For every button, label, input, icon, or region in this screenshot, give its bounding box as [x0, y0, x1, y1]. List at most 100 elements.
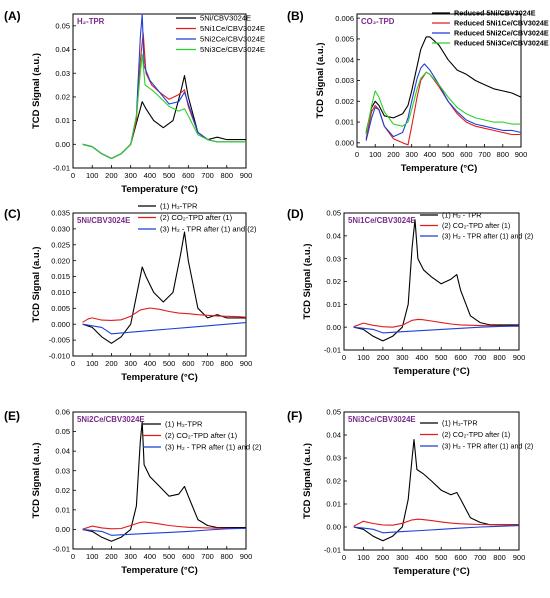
x-tick-label: 300 — [405, 150, 418, 159]
chart-panel: (D) 0 100 200 300 400 500 600 700 800 900 -0.01 0.00… — [287, 207, 533, 377]
series-line — [82, 421, 246, 542]
x-tick-label: 700 — [201, 552, 214, 561]
series-line — [82, 307, 247, 323]
x-tick-label: 200 — [377, 553, 390, 562]
chart-panel: (F) 0 100 200 300 400 500 600 700 800 900 -0.01 0.00… — [287, 408, 533, 577]
x-tick-label: 500 — [435, 353, 448, 362]
x-tick-label: 500 — [163, 171, 176, 180]
series-line — [365, 71, 521, 146]
series-line — [353, 325, 520, 334]
legend-label: (1) H₂-TPR — [442, 419, 478, 428]
x-tick-label: 0 — [342, 353, 346, 362]
series-line — [353, 525, 520, 534]
legend-label: 5Ni3Ce/CBV3024E — [200, 45, 265, 54]
y-axis-title: TCD Signal (a.u.) — [31, 247, 42, 323]
x-tick-label: 300 — [396, 553, 409, 562]
x-tick-label: 400 — [424, 150, 437, 159]
legend-label: 5Ni2Ce/CBV3024E — [200, 35, 265, 44]
legend-label: (2) CO₂-TPD after (1) — [160, 213, 233, 222]
x-tick-label: 200 — [105, 171, 118, 180]
y-tick-label: 0.001 — [335, 118, 354, 127]
plot-frame — [72, 13, 247, 169]
y-tick-label: 0.05 — [55, 21, 70, 30]
series-line — [82, 53, 246, 160]
y-tick-label: 0.01 — [55, 116, 70, 125]
y-tick-label: 0.04 — [55, 447, 70, 456]
y-tick-label: 0.02 — [55, 486, 70, 495]
y-tick-label: 0.002 — [335, 97, 354, 106]
y-tick-label: 0.03 — [55, 69, 70, 78]
x-tick-label: 400 — [144, 552, 157, 561]
y-tick-label: 0.025 — [51, 240, 70, 249]
series-line — [365, 63, 522, 141]
y-tick-label: 0.005 — [335, 35, 354, 44]
y-tick-label: -0.01 — [324, 546, 341, 555]
y-tick-label: 0.020 — [51, 256, 70, 265]
x-tick-label: 800 — [221, 359, 234, 368]
series-line — [353, 318, 520, 328]
y-axis-title: TCD Signal (a.u.) — [31, 443, 42, 519]
x-axis-title: Temperature (°C) — [121, 184, 197, 195]
x-tick-label: 500 — [435, 553, 448, 562]
y-tick-label: 0.01 — [326, 500, 341, 509]
series-line — [365, 36, 522, 133]
y-tick-label: 0.01 — [326, 300, 341, 309]
y-tick-label: 0.010 — [51, 288, 70, 297]
y-tick-label: 0.003 — [335, 76, 354, 85]
x-tick-label: 300 — [124, 171, 137, 180]
x-tick-label: 900 — [240, 171, 253, 180]
x-tick-label: 0 — [342, 553, 346, 562]
y-tick-label: 0.04 — [326, 231, 341, 240]
x-tick-label: 500 — [442, 150, 455, 159]
panel-label: (F) — [287, 409, 302, 423]
x-tick-label: 300 — [396, 353, 409, 362]
series-line — [82, 527, 247, 536]
y-tick-label: 0.004 — [335, 55, 354, 64]
x-tick-label: 600 — [454, 553, 467, 562]
panel-label: (C) — [4, 207, 21, 221]
y-tick-label: 0.035 — [51, 209, 70, 218]
x-tick-label: 300 — [124, 552, 137, 561]
legend-label: 5Ni1Ce/CBV3024E — [200, 24, 265, 33]
x-tick-label: 100 — [369, 150, 382, 159]
panel-title: 5Ni2Ce/CBV3024E — [77, 415, 145, 424]
x-axis-title: Temperature (°C) — [393, 366, 469, 377]
x-tick-label: 800 — [221, 552, 234, 561]
legend-label: (3) H₂ - TPR after (1) and (2) — [442, 232, 533, 241]
y-tick-label: 0.04 — [55, 45, 70, 54]
legend-label: (2) CO₂-TPD after (1) — [442, 221, 510, 230]
plot-frame — [72, 212, 247, 357]
x-tick-label: 400 — [416, 353, 429, 362]
y-tick-label: 0.03 — [326, 454, 341, 463]
legend-label: (1) H₂ - TPR — [442, 211, 481, 220]
y-tick-label: 0.02 — [55, 93, 70, 102]
x-tick-label: 200 — [387, 150, 400, 159]
x-tick-label: 100 — [357, 353, 370, 362]
x-tick-label: 600 — [182, 359, 195, 368]
x-tick-label: 500 — [163, 552, 176, 561]
y-tick-label: 0.030 — [51, 224, 70, 233]
y-axis-title: TCD Signal (a.u.) — [315, 43, 326, 119]
series-line — [82, 521, 247, 530]
x-tick-label: 700 — [201, 359, 214, 368]
y-tick-label: 0.05 — [326, 209, 341, 218]
panel-title: 5Ni/CBV3024E — [77, 216, 130, 225]
y-tick-label: 0.01 — [55, 505, 70, 514]
x-tick-label: 700 — [478, 150, 491, 159]
x-tick-label: 600 — [182, 552, 195, 561]
x-tick-label: 800 — [493, 353, 506, 362]
y-tick-label: -0.010 — [49, 352, 70, 361]
x-tick-label: 100 — [86, 552, 99, 561]
y-tick-label: 0.02 — [326, 477, 341, 486]
plot-frame — [72, 411, 247, 550]
x-tick-label: 0 — [71, 359, 75, 368]
panel-title: 5Ni1Ce/CBV3024E — [348, 216, 416, 225]
panel-label: (A) — [4, 9, 21, 23]
x-tick-label: 600 — [454, 353, 467, 362]
x-tick-label: 800 — [493, 553, 506, 562]
y-axis-title: TCD Signal (a.u.) — [31, 53, 42, 129]
x-tick-label: 400 — [144, 171, 157, 180]
y-tick-label: 0.015 — [51, 272, 70, 281]
x-tick-label: 600 — [182, 171, 195, 180]
